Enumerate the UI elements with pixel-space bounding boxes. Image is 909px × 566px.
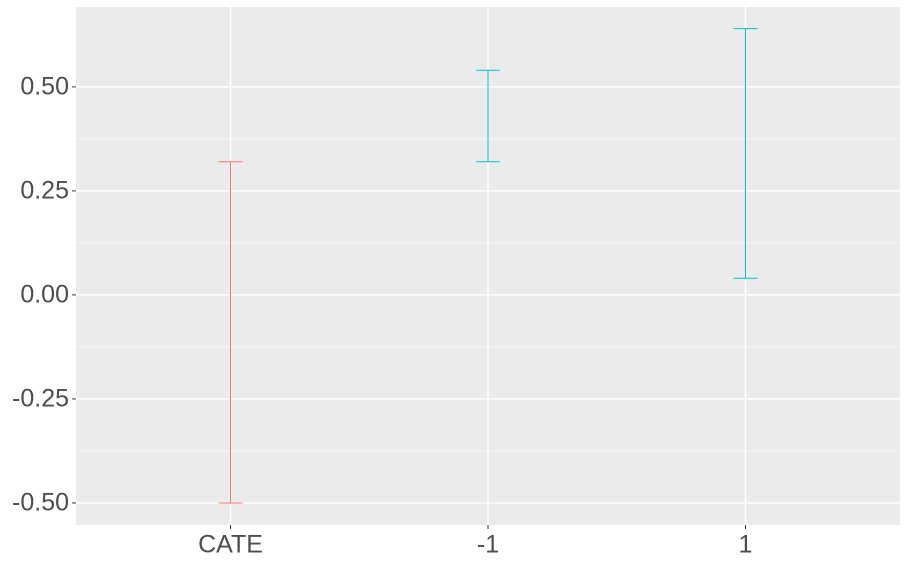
y-tick-label: -0.25 [12, 385, 69, 413]
y-tick-label: 0.25 [20, 177, 69, 205]
y-tick-label: 0.00 [20, 281, 69, 309]
x-tick-label: 1 [739, 531, 753, 559]
y-tick-label: 0.50 [20, 72, 69, 100]
x-tick-label: -1 [477, 531, 499, 559]
y-tick-label: -0.50 [12, 489, 69, 517]
x-tick-label: CATE [198, 531, 263, 559]
